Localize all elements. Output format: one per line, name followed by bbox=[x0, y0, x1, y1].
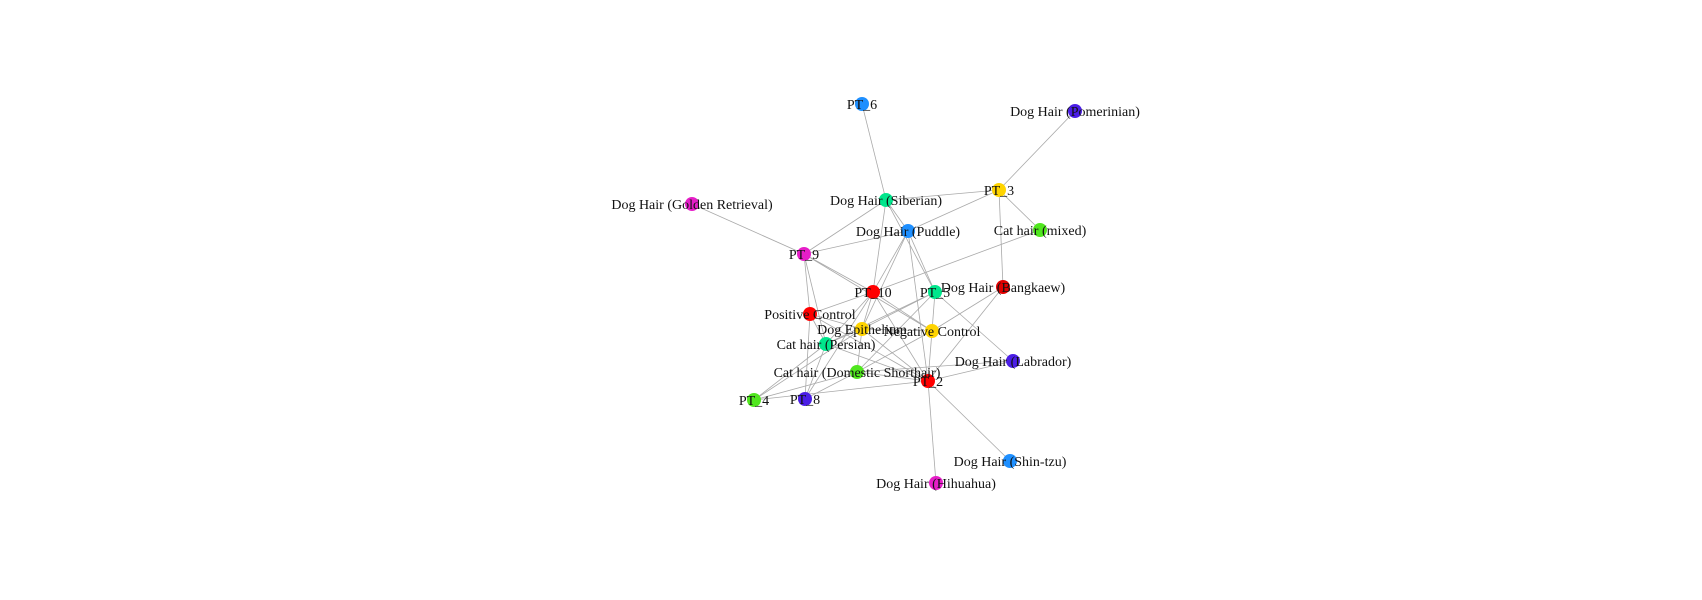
edge-domestic-pt2 bbox=[856, 371, 929, 382]
node-label-labrador: Dog Hair (Labrador) bbox=[955, 355, 1072, 370]
node-label-pt3: PT_3 bbox=[984, 184, 1014, 199]
edge-pt2-chihuahua bbox=[927, 380, 937, 484]
node-golden bbox=[685, 197, 699, 211]
edge-labrador-pt2 bbox=[927, 360, 1014, 382]
node-label-pt9: PT_9 bbox=[789, 248, 819, 263]
edge-pt9-pt10 bbox=[803, 253, 874, 293]
node-label-pomeranian: Dog Hair (Pomerinian) bbox=[1010, 105, 1140, 120]
node-label-negative: Negative Control bbox=[884, 325, 981, 340]
node-epithelium bbox=[855, 322, 869, 336]
edge-domestic-pt8 bbox=[804, 371, 858, 400]
node-labrador bbox=[1006, 354, 1020, 368]
edge-puddle-pt9 bbox=[803, 230, 909, 255]
node-label-pt10: PT_10 bbox=[854, 286, 891, 301]
node-label-golden: Dog Hair (Golden Retrieval) bbox=[611, 198, 773, 213]
node-pt8 bbox=[798, 392, 812, 406]
node-pt10 bbox=[866, 285, 880, 299]
node-pt16 bbox=[855, 97, 869, 111]
node-catmixed bbox=[1033, 223, 1047, 237]
node-label-shintzu: Dog Hair (Shin-tzu) bbox=[954, 455, 1067, 470]
node-label-epithelium: Dog Epithelium bbox=[817, 323, 907, 338]
node-label-positive: Positive Control bbox=[764, 308, 856, 323]
edge-pt3-bangkaew bbox=[998, 189, 1004, 288]
node-label-pt2: PT_2 bbox=[913, 375, 943, 390]
node-layer bbox=[685, 97, 1082, 490]
edge-pt16-siberian bbox=[861, 103, 887, 201]
edge-pt3-catmixed bbox=[998, 189, 1041, 231]
node-puddle bbox=[901, 224, 915, 238]
node-label-domestic: Cat hair (Domestic Shorthair) bbox=[774, 366, 941, 381]
edge-labrador-domestic bbox=[856, 360, 1014, 373]
edge-epithelium-domestic bbox=[856, 328, 863, 373]
label-layer: PT_6 Dog Hair (Pomerinian) PT_3 Dog Hair (G… bbox=[611, 98, 1140, 492]
edge-epithelium-negative bbox=[861, 328, 933, 332]
edge-domestic-pt4 bbox=[753, 371, 858, 401]
node-label-bangkaew: Dog Hair (Bangkaew) bbox=[941, 281, 1066, 296]
node-pt2 bbox=[921, 374, 935, 388]
edge-bangkaew-negative bbox=[931, 286, 1004, 332]
node-bangkaew bbox=[996, 280, 1010, 294]
edge-pt10-pt2 bbox=[872, 291, 929, 382]
edge-epithelium-pt2 bbox=[861, 328, 929, 382]
node-label-pt8: PT_8 bbox=[790, 393, 820, 408]
node-persian bbox=[819, 337, 833, 351]
edge-pt9-positive bbox=[803, 253, 811, 315]
node-negative bbox=[925, 324, 939, 338]
edge-positive-pt8 bbox=[804, 313, 811, 400]
edge-siberian-pt10 bbox=[872, 199, 887, 293]
node-pomeranian bbox=[1068, 104, 1082, 118]
edge-negative-domestic bbox=[856, 330, 933, 373]
edge-pt5-labrador bbox=[934, 291, 1014, 362]
node-label-pt16: PT_6 bbox=[847, 98, 877, 113]
edge-pt10-positive bbox=[809, 291, 874, 315]
node-label-catmixed: Cat hair (mixed) bbox=[994, 224, 1087, 239]
edge-pt5-domestic bbox=[856, 291, 936, 373]
node-siberian bbox=[879, 193, 893, 207]
edge-pt5-persian bbox=[825, 291, 936, 345]
edge-positive-epithelium bbox=[809, 313, 863, 330]
edge-pt2-pt4 bbox=[753, 380, 929, 401]
edge-persian-pt8 bbox=[804, 343, 827, 400]
node-domestic bbox=[850, 365, 864, 379]
node-label-persian: Cat hair (Persian) bbox=[777, 338, 876, 353]
node-pt4 bbox=[747, 393, 761, 407]
node-label-puddle: Dog Hair (Puddle) bbox=[856, 225, 961, 240]
edge-pt10-negative bbox=[872, 291, 933, 332]
node-label-pt4: PT_4 bbox=[739, 394, 769, 409]
edge-pt9-persian bbox=[803, 253, 827, 345]
edge-puddle-pt2 bbox=[907, 230, 929, 382]
edge-bangkaew-pt2 bbox=[927, 286, 1004, 382]
node-shintzu bbox=[1003, 454, 1017, 468]
edge-catmixed-pt10 bbox=[872, 229, 1041, 293]
edge-positive-pt2 bbox=[809, 313, 929, 382]
edge-siberian-pt5 bbox=[885, 199, 936, 293]
edge-puddle-pt10 bbox=[872, 230, 909, 293]
edge-pt10-pt8 bbox=[804, 291, 874, 400]
node-pt5 bbox=[928, 285, 942, 299]
node-label-chihuahua: Dog Hair (Hihuahua) bbox=[876, 477, 996, 492]
edge-pt10-persian bbox=[825, 291, 874, 345]
edge-pt3-puddle bbox=[907, 189, 1000, 232]
edge-puddle-pt5 bbox=[907, 230, 936, 293]
edge-puddle-epithelium bbox=[861, 230, 909, 330]
edge-siberian-pt3 bbox=[885, 189, 1000, 201]
edge-epithelium-pt4 bbox=[753, 328, 863, 401]
edge-negative-pt2 bbox=[927, 330, 933, 382]
node-pt9 bbox=[797, 247, 811, 261]
node-chihuahua bbox=[929, 476, 943, 490]
edge-persian-pt2 bbox=[825, 343, 929, 382]
node-label-siberian: Dog Hair (Siberian) bbox=[830, 194, 942, 209]
edge-siberian-pt9 bbox=[803, 199, 887, 255]
node-label-pt5: PT_5 bbox=[920, 286, 950, 301]
edge-golden-pt9 bbox=[691, 203, 805, 255]
edge-persian-pt4 bbox=[753, 343, 827, 401]
edge-pt2-shintzu bbox=[927, 380, 1011, 462]
node-positive bbox=[803, 307, 817, 321]
node-pt3 bbox=[992, 183, 1006, 197]
edge-pomeranian-pt3 bbox=[998, 110, 1076, 191]
